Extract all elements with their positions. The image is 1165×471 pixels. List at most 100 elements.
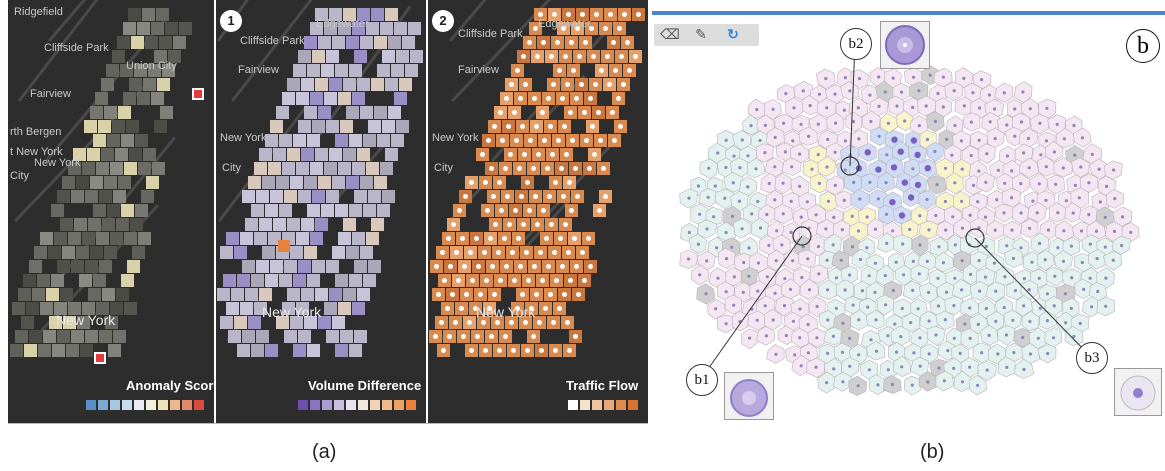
cell-glyph — [842, 108, 846, 112]
cell-glyph — [916, 307, 920, 311]
cell-glyph — [1019, 182, 1023, 186]
cell-glyph — [891, 76, 895, 80]
eraser-icon[interactable]: ⌫ — [660, 26, 680, 42]
cell-glyph — [1002, 306, 1006, 310]
cell-glyph — [730, 245, 734, 249]
map-place-label: Cliffside Park — [44, 42, 109, 54]
cell-glyph — [815, 336, 819, 340]
map-grid-cell — [164, 22, 178, 35]
cell-glyph — [899, 90, 904, 94]
cell-glyph — [984, 306, 988, 311]
cell-glyph — [876, 383, 880, 387]
cell-glyph — [951, 215, 955, 219]
map-grid-cell — [104, 246, 118, 259]
cell-glyph — [976, 200, 980, 204]
cell-glyph — [902, 273, 906, 277]
flow-dot — [624, 40, 630, 45]
volume-marker — [278, 240, 290, 252]
cell-glyph — [1022, 151, 1026, 155]
cell-glyph — [851, 303, 855, 307]
map-grid-cell — [51, 344, 65, 357]
map-grid-cell — [124, 302, 138, 315]
flow-dot — [453, 250, 459, 255]
map-grid-cell — [354, 330, 368, 343]
map-grid-cell — [59, 218, 73, 231]
flow-dot — [442, 278, 448, 283]
cell-glyph — [867, 368, 871, 372]
flow-dot — [526, 278, 532, 283]
cell-glyph — [716, 151, 720, 155]
refresh-icon[interactable]: ↻ — [727, 26, 739, 42]
map-grid-cell — [82, 302, 96, 315]
map-place-label: City — [434, 162, 453, 174]
flow-dot — [476, 264, 481, 269]
map-grid-cell — [334, 344, 348, 357]
cell-glyph — [917, 124, 921, 128]
flow-dot — [615, 96, 621, 101]
cell-glyph — [877, 104, 881, 108]
thumbnail-b2 — [880, 21, 930, 69]
cell-glyph — [903, 119, 907, 123]
flow-dot — [571, 68, 577, 73]
map-grid-cell — [101, 288, 115, 301]
cell-glyph — [1005, 154, 1009, 158]
map-grid-cell — [348, 134, 362, 147]
map-grid-cell — [259, 218, 273, 231]
flow-dot — [503, 96, 509, 101]
callout-b2: b2 — [840, 28, 872, 60]
map-place-label: New York — [432, 132, 479, 144]
pencil-icon[interactable]: ✎ — [695, 26, 707, 42]
map-grid-cell — [360, 106, 373, 119]
flow-dot — [568, 40, 574, 45]
cell-glyph — [873, 261, 877, 265]
map-grid-cell — [142, 78, 156, 91]
flow-dot — [542, 138, 548, 143]
flow-dot — [533, 194, 538, 199]
cell-glyph — [952, 304, 956, 308]
legend-swatch — [334, 400, 344, 410]
anomaly-marker — [94, 352, 106, 364]
cell-glyph — [1005, 123, 1009, 127]
cell-glyph — [732, 154, 736, 158]
map-grid-cell — [273, 218, 287, 231]
map-grid-cell — [306, 134, 320, 147]
cell-glyph — [1021, 335, 1025, 340]
cell-glyph — [1080, 260, 1084, 265]
map-grid-cell — [76, 316, 90, 329]
flow-dot — [553, 348, 559, 353]
map-grid-cell — [292, 134, 306, 147]
flow-dot — [499, 208, 505, 213]
flow-dot — [534, 124, 539, 129]
map-place-label: Fairview — [30, 88, 71, 100]
flow-dot — [621, 82, 627, 87]
map-grid-cell — [340, 120, 354, 133]
cell-glyph — [911, 105, 915, 110]
map-place-label: Fairview — [458, 64, 499, 76]
cell-glyph — [953, 123, 957, 128]
map-grid-cell — [354, 50, 368, 63]
map-grid-cell — [315, 8, 329, 21]
flow-dot — [593, 82, 599, 87]
cell-glyph — [724, 165, 728, 170]
cell-glyph — [833, 92, 837, 96]
legend-swatch — [406, 400, 416, 410]
map-grid-cell — [264, 134, 278, 147]
cell-glyph — [927, 319, 931, 323]
flow-dot — [466, 320, 472, 325]
map-grid-cell — [323, 162, 337, 175]
cell-glyph — [859, 257, 863, 262]
cell-glyph — [874, 349, 879, 353]
cell-glyph — [1078, 321, 1082, 326]
cell-glyph — [817, 92, 822, 96]
cell-glyph — [841, 321, 845, 325]
map-grid-cell — [276, 176, 289, 189]
cell-glyph — [960, 380, 965, 384]
flow-dot — [517, 96, 523, 101]
flow-dot — [608, 12, 614, 17]
flow-dot — [551, 250, 557, 255]
cell-glyph — [687, 196, 691, 200]
flow-dot — [506, 124, 511, 129]
cell-glyph — [985, 152, 989, 156]
cell-glyph — [1011, 256, 1016, 261]
map-grid-cell — [318, 36, 331, 49]
